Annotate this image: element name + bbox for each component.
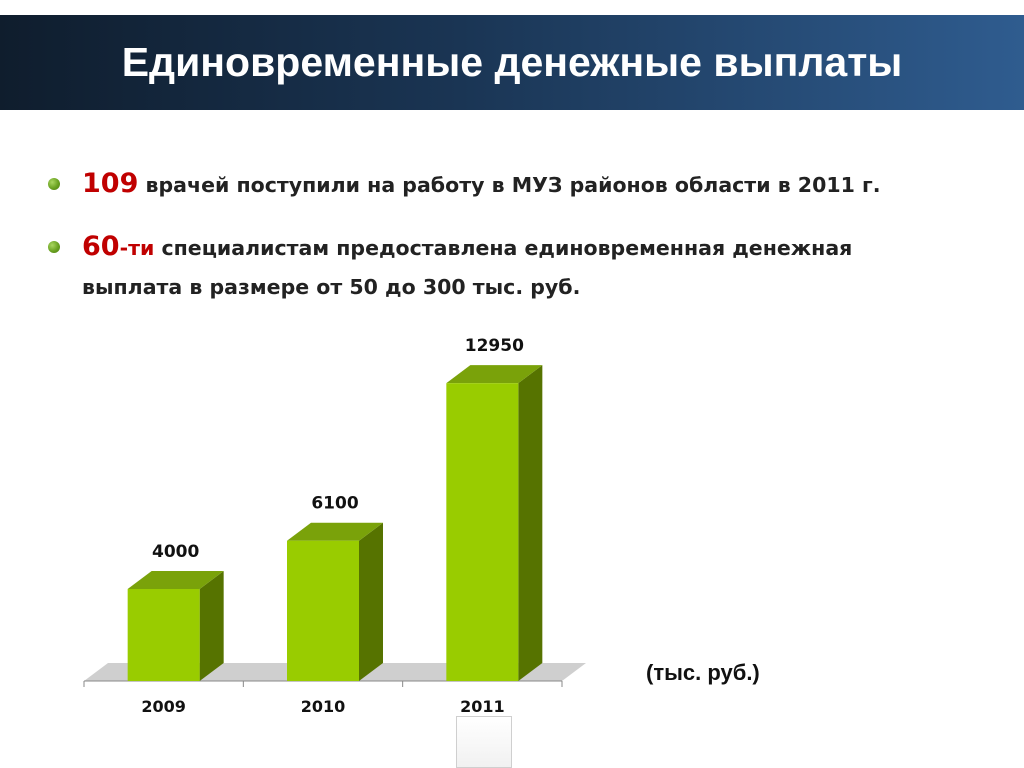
bullet-number-1: 109 [82, 168, 139, 199]
data-label-2009: 4000 [152, 542, 199, 562]
page-title: Единовременные денежные выплаты [121, 39, 903, 85]
bullet-number-2: 60 [82, 231, 120, 262]
bar-2011 [446, 383, 519, 681]
bar-top-2011 [446, 365, 543, 384]
bullet-dot-icon [48, 241, 60, 253]
data-label-2010: 6100 [311, 494, 358, 514]
bullet-line-1: врачей поступили на работу в МУЗ районов… [145, 173, 881, 197]
bar-2010 [287, 540, 359, 681]
bar-side-2009 [199, 571, 224, 681]
x-tick-label-2011: 2011 [460, 697, 505, 716]
paper-square [456, 716, 512, 768]
x-tick-label-2010: 2010 [301, 697, 346, 716]
bar-2009 [127, 589, 200, 681]
bullet-line-2a: специалистам предоставлена единовременна… [161, 236, 853, 260]
title-bar: Единовременные денежные выплаты [0, 15, 1024, 110]
bar-top-2010 [287, 522, 383, 541]
x-tick-label-2009: 2009 [141, 697, 186, 716]
bullet-text-1: 109 врачей поступили на работу в МУЗ рай… [82, 165, 881, 204]
data-label-2011: 12950 [465, 336, 524, 356]
bullet-number-suffix: -ти [119, 236, 155, 260]
bullet-dot-icon [48, 178, 60, 190]
bar-side-2011 [518, 365, 543, 681]
unit-label: (тыс. руб.) [646, 660, 760, 685]
bar-side-2010 [359, 522, 383, 681]
bullet-text-2b: выплата в размере от 50 до 300 тыс. руб. [82, 268, 580, 306]
bar-top-2009 [127, 571, 224, 589]
bullet-text-2: 60-ти специалистам предоставлена единовр… [82, 228, 852, 267]
bullet-line-2b: выплата в размере от 50 до 300 тыс. руб. [82, 275, 581, 299]
